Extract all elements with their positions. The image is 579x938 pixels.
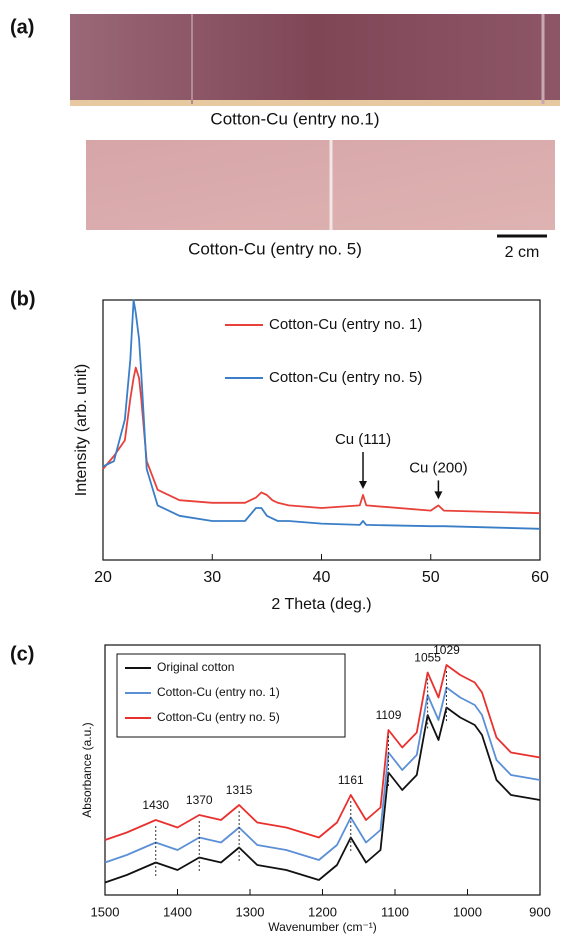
y-axis-label: Absorbance (a.u.)	[80, 722, 94, 817]
annotation: Cu (200)	[409, 459, 467, 476]
x-tick-label: 1500	[91, 904, 120, 919]
photo-fabric	[86, 140, 555, 230]
photo-edge	[70, 100, 560, 106]
annotation-arrowhead	[359, 481, 367, 489]
x-axis-label: 2 Theta (deg.)	[271, 596, 371, 613]
x-tick-label: 50	[422, 569, 440, 586]
annotation-arrowhead	[434, 491, 442, 499]
peak-label: 1430	[142, 798, 169, 812]
legend-label: Cotton-Cu (entry no. 1)	[269, 316, 422, 333]
page: (a) Cotton-Cu (entry no.1) Cotton-Cu (en…	[0, 0, 579, 938]
x-tick-label: 1000	[453, 904, 482, 919]
series-line	[103, 368, 540, 514]
x-tick-label: 1300	[236, 904, 265, 919]
y-axis-label: Intensity (arb. unit)	[73, 364, 90, 497]
panel-label: (c)	[10, 643, 34, 665]
annotation: Cu (111)	[335, 431, 391, 448]
photo-caption: Cotton-Cu (entry no.1)	[210, 109, 379, 128]
legend-label: Original cotton	[157, 660, 234, 674]
x-tick-label: 1200	[308, 904, 337, 919]
scale-bar-label: 2 cm	[505, 244, 540, 261]
x-tick-label: 1100	[381, 904, 409, 919]
x-axis-label: Wavenumber (cm⁻¹)	[268, 920, 377, 934]
panel-label: (b)	[10, 288, 36, 310]
x-tick-label: 20	[94, 569, 112, 586]
peak-label: 1315	[226, 783, 253, 797]
figure: (a) Cotton-Cu (entry no.1) Cotton-Cu (en…	[0, 0, 579, 938]
legend-label: Cotton-Cu (entry no. 5)	[269, 369, 422, 386]
x-tick-label: 40	[313, 569, 331, 586]
plot-frame	[103, 300, 540, 560]
x-tick-label: 30	[203, 569, 221, 586]
photo	[70, 14, 560, 106]
panel-label: (a)	[10, 16, 34, 38]
photo	[86, 140, 555, 230]
peak-label: 1161	[338, 773, 364, 787]
peak-label: 1029	[433, 643, 460, 657]
peak-label: 1370	[186, 793, 213, 807]
photo-caption: Cotton-Cu (entry no. 5)	[188, 239, 362, 258]
x-tick-label: 1400	[163, 904, 192, 919]
x-tick-label: 900	[529, 904, 551, 919]
photo-fabric	[70, 14, 560, 104]
peak-label: 1109	[376, 708, 402, 722]
legend-label: Cotton-Cu (entry no. 1)	[157, 685, 280, 699]
legend-label: Cotton-Cu (entry no. 5)	[157, 710, 280, 724]
x-tick-label: 60	[531, 569, 549, 586]
